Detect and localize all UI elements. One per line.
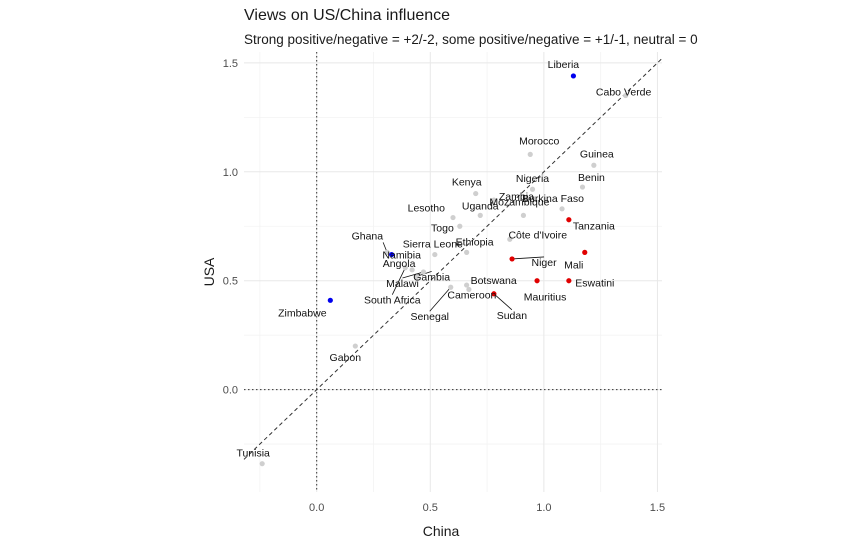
label-namibia: Namibia [382,250,421,262]
point-labels: Liberia Cabo Verde Morocco Guinea Benin Niger… [236,59,651,460]
point-ghana [384,249,390,255]
point-mauritius [534,278,540,284]
label-zambia: Zambia [499,191,534,203]
leader-south-africa [391,267,406,295]
point-namibia [389,251,395,258]
point-togo [457,223,463,229]
leader-malawi [402,271,424,279]
data-points [259,73,629,467]
label-benin: Benin [578,172,605,184]
y-tick-label: 1.0 [223,167,238,179]
y-tick-label: 1.5 [223,58,238,70]
label-tanzania: Tanzania [573,221,615,233]
label-gambia: Gambia [413,271,450,283]
label-sierra-leone: Sierra Leone [403,239,463,251]
label-togo: Togo [431,222,454,234]
label-mauritius: Mauritius [524,292,567,304]
label-niger: Niger [532,257,558,269]
label-uganda: Uganda [462,200,499,212]
label-senegal: Senegal [410,311,449,323]
label-mozambique: Mozambique [489,196,549,208]
point-mozambique [520,212,527,218]
point-cabo-verde [623,92,629,99]
label-lesotho: Lesotho [408,203,446,215]
axis-ticks: 0.0 0.5 1.0 1.5 0.0 0.5 1.0 1.5 [223,58,665,514]
reference-lines [243,52,663,492]
point-botswana [464,282,470,288]
leader-niger [512,256,545,260]
point-benin [579,184,586,190]
point-uganda [477,212,483,218]
label-malawi: Malawi [386,278,419,290]
diagonal-line [243,58,663,460]
point-c-te-d-ivoire [507,236,513,242]
x-axis-title: China [423,523,460,539]
point-morocco [527,151,533,157]
label-ethiopia: Ethiopia [456,236,494,248]
x-tick-label: 1.5 [650,502,665,514]
label-burkina-faso: Burkina Faso [522,193,584,205]
point-tanzania [566,217,572,223]
point-kenya [473,190,479,197]
point-burkina-faso [559,206,565,212]
label-tunisia: Tunisia [236,448,270,460]
leader-sudan [493,293,513,311]
point-gabon [352,343,358,349]
point-sudan [491,291,497,297]
point-guinea [591,162,597,168]
point-nigeria [529,186,536,192]
chart-title: Views on US/China influence [244,7,451,24]
point-zimbabwe [327,297,333,303]
point-south-africa [402,265,408,271]
y-axis-title: USA [201,257,217,286]
point-ethiopia [464,249,470,255]
point-lesotho [450,214,456,221]
label-botswana: Botswana [471,275,517,287]
label-zimbabwe: Zimbabwe [278,307,327,319]
point-gambia [414,273,420,279]
x-tick-label: 0.5 [423,502,438,514]
label-nigeria: Nigeria [516,173,549,185]
point-eswatini [566,278,572,284]
y-tick-label: 0.0 [223,385,238,397]
point-liberia [570,73,577,79]
point-malawi [420,269,427,275]
label-eswatini: Eswatini [575,278,614,290]
label-kenya: Kenya [452,177,482,189]
chart-subtitle: Strong positive/negative = +2/-2, some p… [244,32,698,47]
label-c-te-d-ivoire: Côte d'Ivoire [508,229,567,241]
x-tick-label: 0.0 [309,502,324,514]
label-liberia: Liberia [548,59,580,71]
leader-senegal [429,286,452,312]
point-senegal [448,284,454,290]
point-sierra-leone [432,251,438,258]
label-south-africa: South Africa [364,295,421,307]
label-mali: Mali [564,259,583,271]
label-guinea: Guinea [580,148,614,160]
label-sudan: Sudan [497,310,528,322]
point-angola [409,267,415,273]
point-niger [509,256,515,262]
y-tick-label: 0.5 [223,276,238,288]
label-morocco: Morocco [519,135,559,147]
label-angola: Angola [383,258,416,270]
label-cameroon: Cameroon [447,289,496,301]
point-mali [582,249,588,255]
label-ghana: Ghana [352,230,384,242]
label-cabo-verde: Cabo Verde [596,87,652,99]
point-zambia [491,197,497,203]
x-tick-label: 1.0 [536,502,551,514]
point-cameroon [466,286,472,293]
label-gabon: Gabon [330,352,362,364]
point-tunisia [259,461,265,467]
